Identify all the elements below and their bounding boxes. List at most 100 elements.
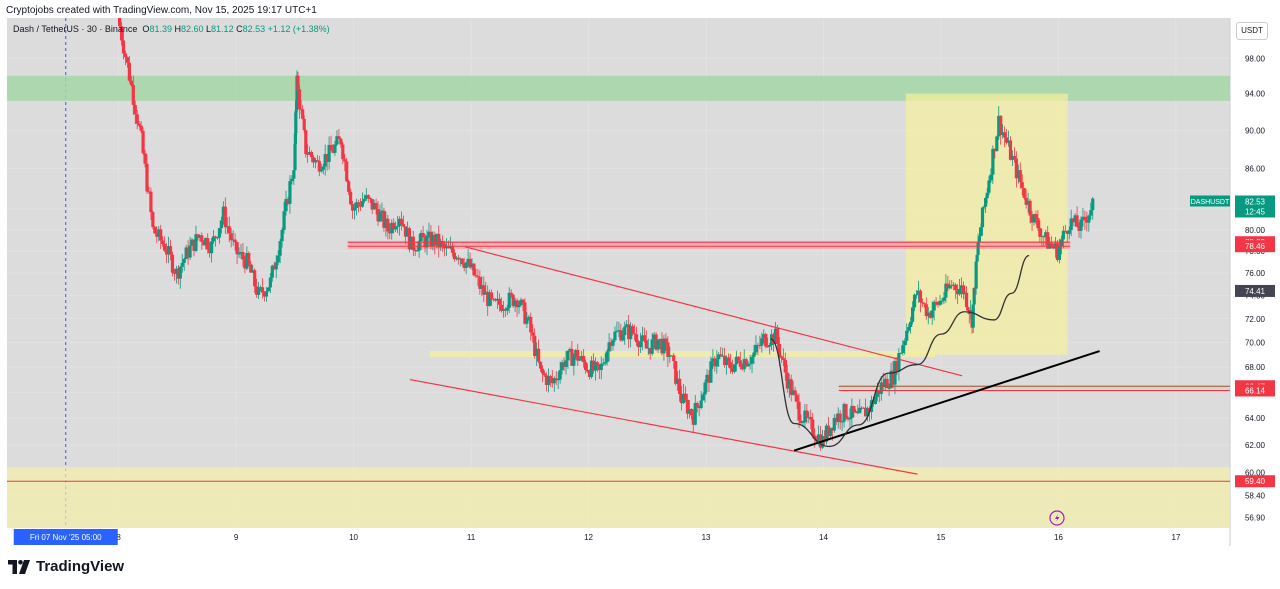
candle-body [580,355,584,360]
currency-unit-button[interactable]: USDT [1236,22,1268,40]
candle-body [296,75,300,90]
candle-body [1003,132,1007,138]
candle-body [948,285,952,289]
candle-body [773,328,778,344]
candle-body [830,427,834,431]
candle-body [891,370,895,385]
candle-body [1022,188,1026,198]
candle-body [987,180,991,193]
candle-body [468,258,472,268]
candlestick-chart[interactable]: 98.0094.0090.0086.0082.0080.0078.0076.00… [7,18,1280,546]
candle-body [1091,198,1095,211]
candle-body [944,283,948,298]
candle-body [656,339,660,350]
symbol-legend[interactable]: Dash / TetherUS · 30 · Binance O81.39 H8… [13,24,330,34]
candle-body [566,350,570,361]
candle-body [1063,230,1067,232]
candle-body [1081,216,1085,220]
candle-body [505,307,509,311]
candle-body [619,330,623,341]
candle-body [982,206,986,208]
candle-body [564,360,568,367]
y-tick-label: 70.00 [1245,339,1266,348]
candle-body [605,351,609,363]
close-label: C [236,24,243,34]
candle-body [270,265,274,278]
candle-body [715,359,719,367]
candle-body [1006,140,1011,143]
candle-body [399,218,404,225]
candle-body [249,264,253,273]
candle-body [932,301,936,311]
candle-body [701,394,705,401]
candle-body [427,231,431,236]
candle-body [1008,140,1013,160]
candle-body [470,263,474,268]
candle-body [437,233,441,248]
candle-body [452,252,457,260]
candle-body [323,154,327,167]
candle-body [961,285,966,295]
candle-body [699,400,703,408]
candle-body [856,411,860,414]
candle-body [574,349,578,357]
candle-body [274,262,278,270]
candle-body [689,409,693,416]
candle-body [572,356,576,366]
candle-body [979,227,983,237]
candle-body [272,265,276,270]
candle-body [1044,232,1048,238]
candle-body [707,374,711,383]
candle-body [807,416,811,418]
candle-body [421,232,425,238]
candle-body [862,407,866,409]
x-tick-label: 16 [1054,533,1063,542]
candle-body [460,258,464,265]
candle-body [211,236,216,242]
candle-body [644,340,648,349]
candle-body [879,382,883,394]
candle-body [795,395,799,402]
y-tick-label: 62.00 [1245,441,1266,450]
credit-line: Cryptojobs created with TradingView.com,… [6,5,317,16]
candle-body [119,26,124,41]
cursor-time-label: Fri 07 Nov '25 05:00 [30,533,102,542]
y-tick-label: 98.00 [1245,54,1266,63]
candle-body [153,226,157,234]
candle-body [609,342,613,346]
candle-body [370,199,374,210]
candle-body [873,396,877,404]
candle-body [288,181,292,204]
candle-body [264,291,269,297]
candle-body [813,435,817,440]
candle-body [431,234,435,247]
candle-body [732,364,737,372]
candle-body [719,354,723,356]
candle-body [736,356,740,361]
candle-body [333,144,337,153]
candle-body [589,360,594,377]
symbol-name: Dash / TetherUS · 30 · Binance [13,24,138,34]
candle-body [192,239,196,251]
candle-body [472,263,476,276]
candle-body [176,268,180,279]
candle-body [824,425,829,442]
candle-body [817,434,821,442]
candles-layer [117,18,1095,451]
candle-body [166,246,171,255]
candle-body [1010,156,1015,160]
candle-body [446,246,451,249]
candle-body [775,328,780,344]
candle-body [977,236,981,243]
candle-body [1061,230,1065,240]
candle-body [178,266,182,279]
countdown-label: 12:45 [1245,207,1266,216]
candle-body [235,242,239,255]
candle-body [397,218,402,226]
candle-body [293,133,298,144]
candle-body [503,309,507,311]
time-axis[interactable]: 8 9 10 11 12 13 14 15 16 17 Fri 07 Nov '25 05:00 [13,529,1181,545]
candle-body [959,285,964,289]
candle-body [321,166,325,170]
alert-icon[interactable] [1049,510,1065,526]
